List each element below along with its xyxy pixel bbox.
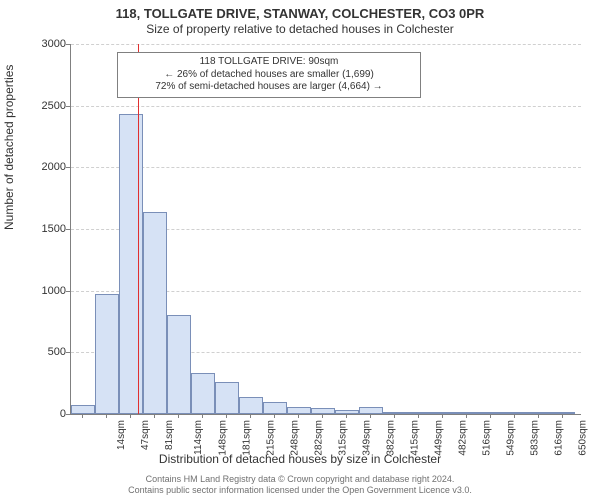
x-tick-label: 181sqm: [242, 420, 253, 456]
x-tick-mark: [370, 414, 371, 418]
x-tick-label: 516sqm: [482, 420, 493, 456]
x-tick-label: 248sqm: [290, 420, 301, 456]
x-tick-mark: [538, 414, 539, 418]
histogram-bar: [479, 412, 503, 414]
x-tick-label: 583sqm: [530, 420, 541, 456]
annotation-line2: ← 26% of detached houses are smaller (1,…: [124, 69, 414, 82]
x-tick-mark: [274, 414, 275, 418]
y-axis-label: Number of detached properties: [2, 65, 16, 230]
histogram-bar: [143, 212, 167, 414]
x-tick-mark: [130, 414, 131, 418]
y-tick-mark: [66, 106, 70, 107]
histogram-bar: [359, 407, 383, 414]
histogram-bar: [191, 373, 215, 414]
x-tick-mark: [82, 414, 83, 418]
histogram-bar: [527, 412, 551, 414]
histogram-bar: [71, 405, 95, 414]
x-tick-label: 282sqm: [314, 420, 325, 456]
histogram-bar: [431, 412, 455, 414]
histogram-bar: [239, 397, 263, 414]
histogram-bar: [167, 315, 191, 414]
x-tick-label: 650sqm: [578, 420, 589, 456]
x-tick-label: 482sqm: [458, 420, 469, 456]
x-tick-mark: [202, 414, 203, 418]
gridline: [71, 167, 581, 168]
y-tick-mark: [66, 352, 70, 353]
histogram-bar: [335, 410, 359, 414]
chart-title-sub: Size of property relative to detached ho…: [0, 22, 600, 36]
y-tick-label: 2000: [26, 161, 66, 173]
y-tick-mark: [66, 167, 70, 168]
x-tick-mark: [178, 414, 179, 418]
y-tick-mark: [66, 414, 70, 415]
histogram-bar: [119, 114, 143, 414]
histogram-bar: [503, 412, 527, 414]
histogram-bar: [215, 382, 239, 414]
x-tick-mark: [562, 414, 563, 418]
x-tick-mark: [322, 414, 323, 418]
x-axis-label: Distribution of detached houses by size …: [0, 452, 600, 466]
y-tick-mark: [66, 44, 70, 45]
y-tick-mark: [66, 229, 70, 230]
x-tick-label: 47sqm: [140, 420, 151, 450]
histogram-bar: [263, 402, 287, 414]
x-tick-label: 14sqm: [116, 420, 127, 450]
x-tick-mark: [514, 414, 515, 418]
x-tick-mark: [394, 414, 395, 418]
x-tick-mark: [442, 414, 443, 418]
x-tick-mark: [490, 414, 491, 418]
x-tick-mark: [298, 414, 299, 418]
reference-line: [138, 44, 139, 414]
histogram-bar: [551, 412, 575, 414]
histogram-bar: [383, 412, 407, 414]
plot-area: [70, 44, 581, 415]
histogram-bar: [455, 412, 479, 414]
x-tick-label: 349sqm: [362, 420, 373, 456]
annotation-line1: 118 TOLLGATE DRIVE: 90sqm: [124, 56, 414, 69]
gridline: [71, 106, 581, 107]
caption: Contains HM Land Registry data © Crown c…: [0, 474, 600, 496]
x-tick-label: 382sqm: [386, 420, 397, 456]
x-tick-label: 114sqm: [193, 420, 204, 455]
chart-title-main: 118, TOLLGATE DRIVE, STANWAY, COLCHESTER…: [0, 6, 600, 21]
x-tick-label: 616sqm: [554, 420, 565, 456]
y-tick-label: 0: [26, 408, 66, 420]
x-tick-label: 549sqm: [506, 420, 517, 456]
x-tick-mark: [346, 414, 347, 418]
caption-line1: Contains HM Land Registry data © Crown c…: [0, 474, 600, 485]
y-tick-label: 1500: [26, 223, 66, 235]
gridline: [71, 44, 581, 45]
histogram-bar: [95, 294, 119, 414]
x-tick-mark: [106, 414, 107, 418]
x-tick-label: 148sqm: [218, 420, 229, 456]
y-tick-label: 2500: [26, 100, 66, 112]
annotation-line3: 72% of semi-detached houses are larger (…: [124, 81, 414, 94]
x-tick-mark: [418, 414, 419, 418]
histogram-bar: [407, 412, 431, 414]
x-tick-mark: [226, 414, 227, 418]
x-tick-mark: [250, 414, 251, 418]
x-tick-label: 81sqm: [164, 420, 175, 450]
histogram-bar: [287, 407, 311, 414]
x-tick-mark: [154, 414, 155, 418]
histogram-bar: [311, 408, 335, 414]
y-tick-label: 500: [26, 346, 66, 358]
y-tick-label: 3000: [26, 38, 66, 50]
x-tick-mark: [466, 414, 467, 418]
x-tick-label: 315sqm: [338, 420, 349, 456]
x-tick-label: 215sqm: [266, 420, 277, 456]
caption-line2: Contains public sector information licen…: [0, 485, 600, 496]
y-tick-label: 1000: [26, 285, 66, 297]
annotation-box: 118 TOLLGATE DRIVE: 90sqm ← 26% of detac…: [117, 52, 421, 98]
chart-container: 118, TOLLGATE DRIVE, STANWAY, COLCHESTER…: [0, 0, 600, 500]
x-tick-label: 449sqm: [434, 420, 445, 456]
x-tick-label: 415sqm: [410, 420, 421, 456]
y-tick-mark: [66, 291, 70, 292]
